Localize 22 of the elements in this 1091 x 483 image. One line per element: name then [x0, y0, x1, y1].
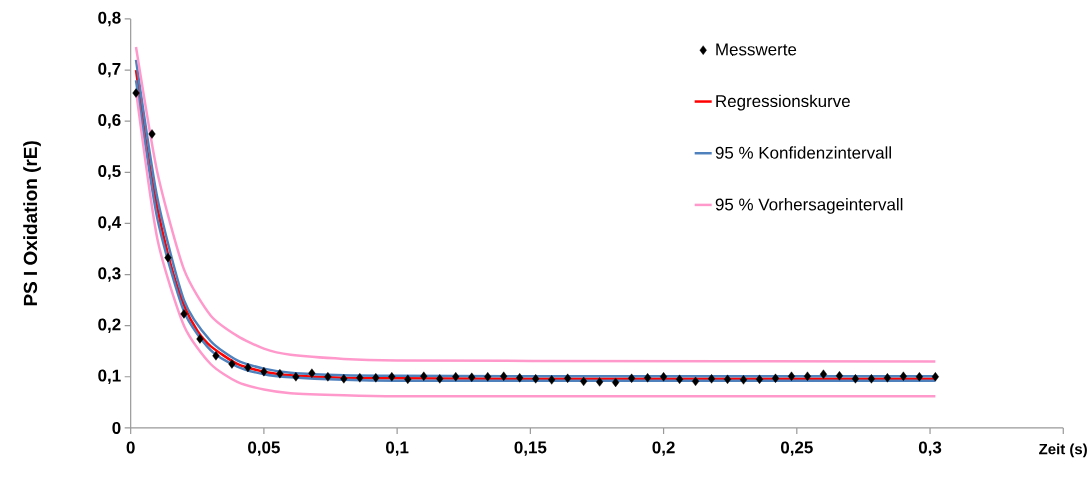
x-tick-label: 0,1 [386, 441, 409, 456]
y-tick-label: 0,3 [98, 267, 121, 282]
x-axis-title: Zeit (s) [1039, 443, 1087, 458]
y-tick-label: 0,8 [98, 11, 121, 27]
x-tick-label: 0,3 [918, 441, 942, 456]
y-tick-label: 0,4 [98, 216, 122, 231]
y-axis-title: PS I Oxidation (rE) [23, 141, 41, 306]
legend-label: Regressionskurve [716, 94, 850, 111]
legend-label: 95 % Vorhersageintervall [715, 198, 903, 214]
y-tick-label: 0 [112, 422, 121, 435]
x-tick-label: 0,25 [780, 441, 813, 456]
x-tick-label: 0,05 [248, 441, 280, 456]
x-tick-label: 0,15 [514, 441, 547, 456]
legend-label: Messwerte [716, 43, 797, 56]
y-tick-label: 0,2 [98, 318, 121, 334]
y-tick-label: 0,7 [98, 62, 121, 78]
y-tick-label: 0,5 [98, 165, 121, 180]
legend-label: 95 % Konfidenzintervall [715, 146, 891, 159]
x-tick-label: 0,2 [652, 441, 675, 456]
y-tick-label: 0,1 [98, 369, 121, 385]
x-tick-label: 0 [126, 441, 135, 454]
y-tick-label: 0,6 [98, 114, 121, 129]
